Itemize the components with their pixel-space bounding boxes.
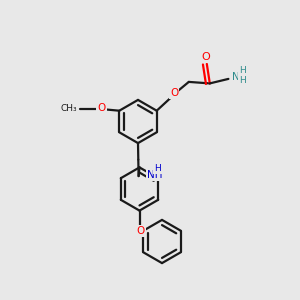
Text: H: H bbox=[154, 164, 161, 173]
Text: O: O bbox=[97, 103, 105, 113]
Text: O: O bbox=[202, 52, 210, 62]
Text: NH: NH bbox=[232, 72, 248, 82]
Text: O: O bbox=[136, 226, 145, 236]
Text: H: H bbox=[239, 76, 246, 85]
Text: H: H bbox=[239, 66, 246, 75]
Text: CH₃: CH₃ bbox=[61, 104, 77, 113]
Text: O: O bbox=[170, 88, 178, 98]
Text: NH: NH bbox=[147, 169, 163, 180]
